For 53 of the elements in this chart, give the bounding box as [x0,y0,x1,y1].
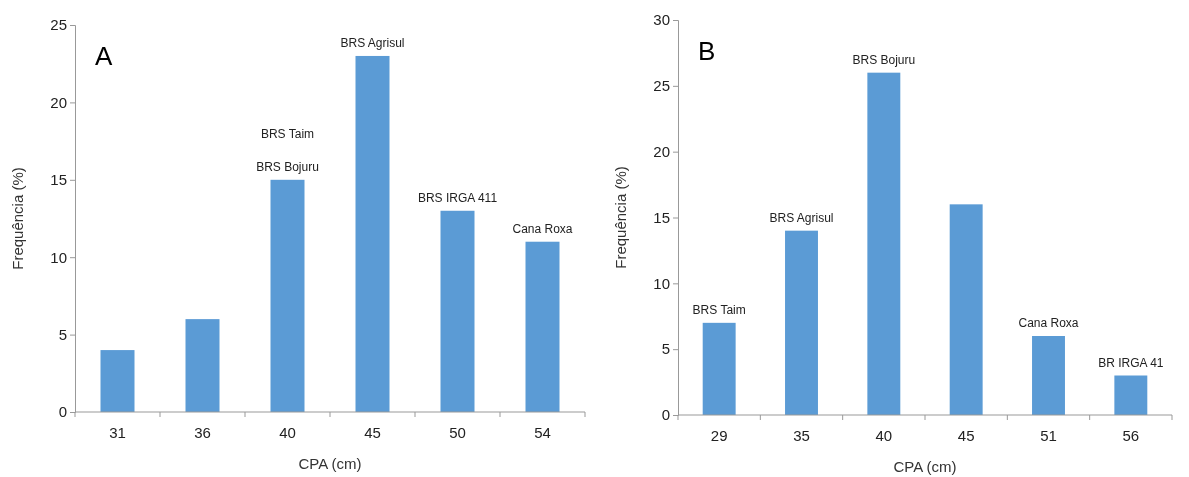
x-tick-label: 56 [1122,427,1140,444]
x-tick-label: 36 [194,424,211,441]
annotation: BRS Bojuru [852,52,916,67]
x-tick-label: 45 [957,427,975,444]
x-axis-title: CPA (cm) [298,455,362,472]
annotation: BRS Agrisul [769,210,834,225]
annotation: BRS Taim [692,302,746,317]
annotation: Cana Roxa [512,221,573,236]
y-tick-label: 0 [58,403,67,421]
x-tick-label: 45 [364,424,381,441]
bar [785,230,818,415]
x-tick-label: 29 [710,427,728,444]
y-tick-label: 5 [58,325,67,343]
annotation: BR IRGA 41 [1098,355,1164,370]
x-tick-label: 50 [449,424,466,441]
y-tick-label: 20 [50,93,67,111]
y-tick-label: 20 [653,142,670,160]
annotation: Cana Roxa [1018,316,1079,330]
x-tick-label: 54 [534,424,551,441]
bar [1032,336,1065,415]
y-tick-label: 15 [653,208,670,226]
x-axis-title: CPA (cm) [893,458,957,475]
y-axis-title: Frequência (%) [9,167,26,270]
x-tick-label: 31 [109,424,126,441]
bar [355,55,390,412]
text: A [95,41,113,71]
bar [100,350,135,412]
bar [185,319,220,412]
bar [702,322,736,415]
annotation: BRS Agrisul [340,35,405,50]
annotation: BRS Taim [260,126,315,141]
text: B [698,36,716,66]
bar [949,204,983,415]
bar [867,72,901,415]
y-tick-label: 10 [653,274,670,292]
x-tick-label: 40 [875,427,893,444]
y-tick-label: 15 [50,171,67,189]
bar [440,210,475,412]
y-tick-label: 10 [50,248,67,266]
annotation: BRS IRGA 411 [417,190,498,205]
y-tick-label: 5 [661,340,670,358]
bar [270,179,305,412]
y-tick-label: 25 [50,16,67,34]
annotation: BRS Bojuru [256,159,319,174]
bar [525,241,560,412]
bar [1114,375,1148,415]
y-tick-label: 30 [653,11,670,29]
x-tick-label: 40 [279,424,296,441]
x-tick-label: 51 [1040,427,1057,444]
y-tick-label: 25 [653,77,670,95]
x-tick-label: 35 [793,427,810,444]
y-axis-title: Frequência (%) [612,166,629,269]
y-tick-label: 0 [661,406,670,424]
